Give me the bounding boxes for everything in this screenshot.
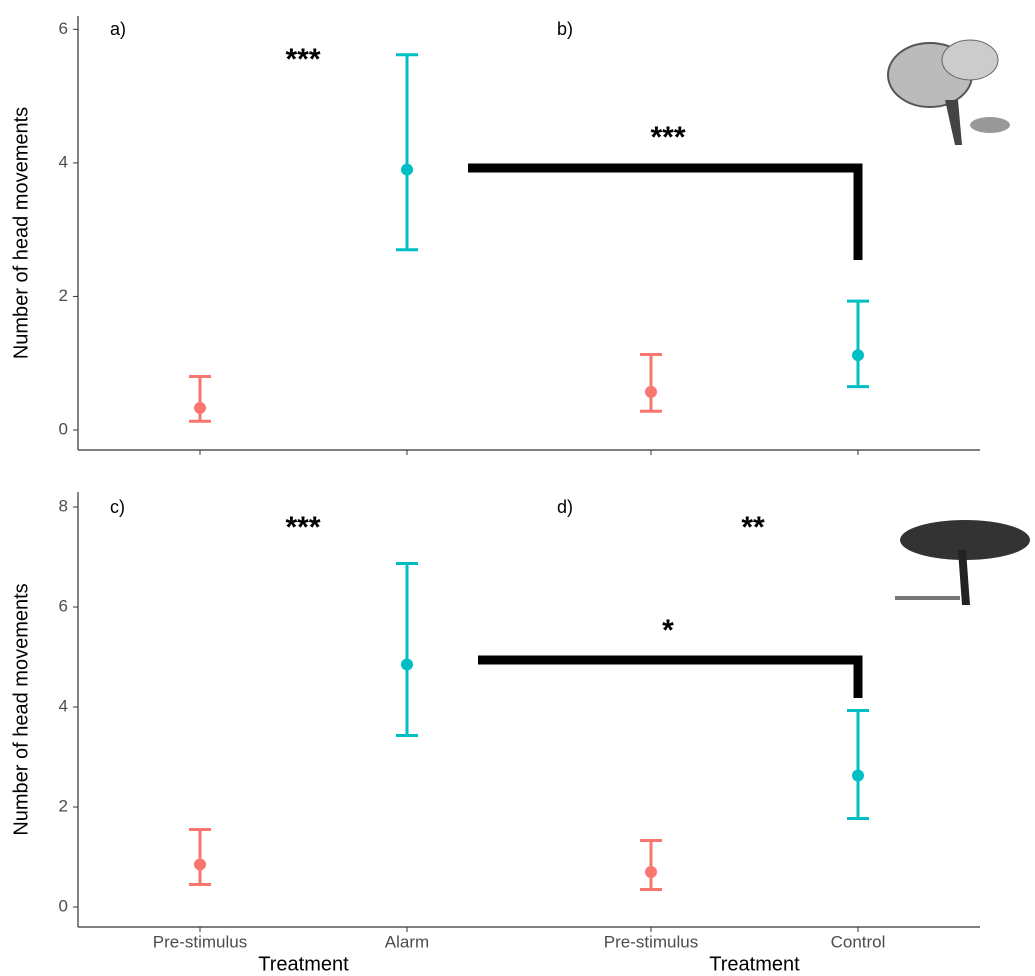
panel-label: c): [110, 497, 125, 517]
significance-label: *: [662, 614, 674, 647]
significance-label: **: [741, 511, 765, 544]
significance-label: ***: [650, 121, 685, 154]
x-tick-label: Pre-stimulus: [153, 932, 247, 951]
y-tick-label: 2: [59, 796, 68, 815]
y-tick-label: 4: [59, 696, 68, 715]
error-bar: [640, 839, 662, 891]
error-bar: [189, 375, 211, 423]
x-tick-label: Alarm: [385, 932, 429, 951]
tree-illustration: [895, 520, 1030, 605]
point: [194, 401, 206, 414]
y-tick-label: 8: [59, 496, 68, 515]
y-tick-label: 2: [59, 286, 68, 305]
point: [645, 385, 657, 398]
y-tick-label: 0: [59, 419, 68, 438]
error-bar: [847, 709, 869, 820]
point: [401, 658, 413, 671]
point: [852, 769, 864, 782]
significance-label: ***: [285, 43, 320, 76]
error-bar: [847, 299, 869, 389]
panel-label: a): [110, 19, 126, 39]
significance-label: ***: [285, 511, 320, 544]
point: [194, 858, 206, 871]
point: [645, 866, 657, 878]
y-tick-label: 6: [59, 596, 68, 615]
y-axis-label: Number of head movements: [10, 107, 32, 359]
significance-bracket: [478, 655, 863, 698]
panel-label: d): [557, 497, 573, 517]
point: [852, 349, 864, 362]
y-tick-label: 6: [59, 19, 68, 38]
error-bar: [640, 353, 662, 413]
x-tick-label: Control: [831, 932, 886, 951]
point: [401, 163, 413, 176]
error-bar: [189, 828, 211, 886]
panel-label: b): [557, 19, 573, 39]
tree-illustration: [887, 39, 1010, 145]
y-tick-label: 4: [59, 152, 68, 171]
x-tick-label: Pre-stimulus: [604, 932, 698, 951]
error-bar: [396, 562, 418, 737]
significance-bracket: [468, 163, 863, 260]
error-bar: [396, 53, 418, 252]
y-axis-label: Number of head movements: [10, 583, 32, 835]
x-axis-label: Treatment: [258, 953, 349, 975]
y-tick-label: 0: [59, 896, 68, 915]
x-axis-label: Treatment: [709, 953, 800, 975]
